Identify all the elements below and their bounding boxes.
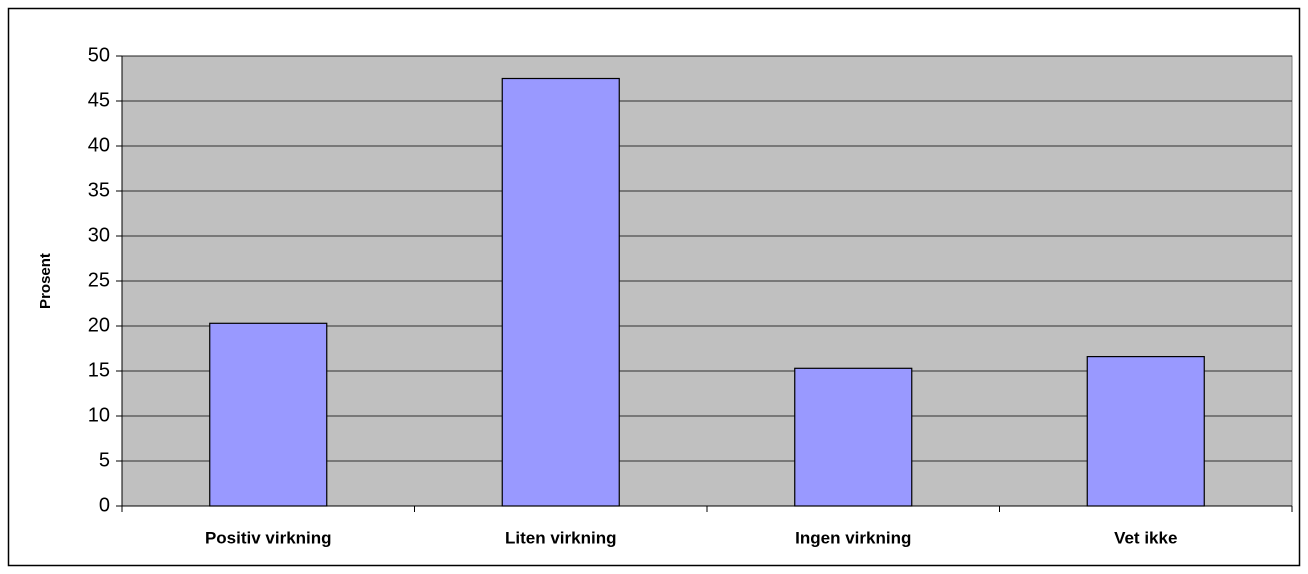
x-tick-label: Liten virkning xyxy=(505,528,616,547)
bar xyxy=(1086,356,1205,507)
y-tick-label: 25 xyxy=(88,269,110,291)
x-tick-label: Ingen virkning xyxy=(795,528,911,547)
y-tick-label: 10 xyxy=(88,404,110,426)
y-tick-label: 30 xyxy=(88,224,110,246)
y-tick-label: 35 xyxy=(88,179,110,201)
bar xyxy=(209,322,328,507)
bar xyxy=(794,367,913,507)
bar xyxy=(501,77,620,507)
y-tick-label: 0 xyxy=(99,494,110,516)
y-tick-label: 20 xyxy=(88,314,110,336)
y-tick-label: 50 xyxy=(88,44,110,66)
y-tick-label: 5 xyxy=(99,449,110,471)
y-tick-label: 40 xyxy=(88,134,110,156)
y-axis-label: Prosent xyxy=(37,253,54,309)
y-tick-label: 15 xyxy=(88,359,110,381)
x-tick-label: Positiv virkning xyxy=(205,528,332,547)
y-tick-label: 45 xyxy=(88,89,110,111)
x-tick-label: Vet ikke xyxy=(1114,528,1177,547)
